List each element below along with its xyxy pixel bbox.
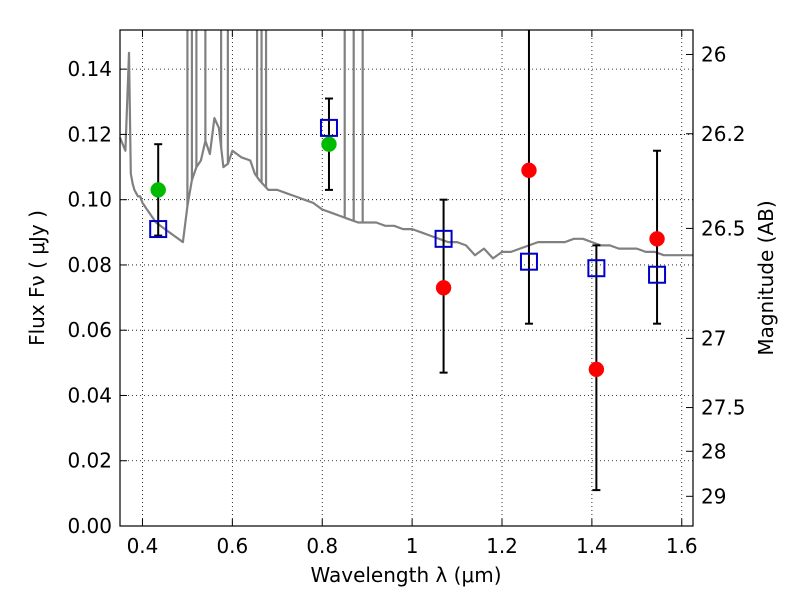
grid-lines — [120, 30, 693, 527]
model-spectrum — [118, 30, 693, 260]
y-tick-label: 0.08 — [67, 253, 112, 277]
x-tick-label: 1.2 — [486, 534, 518, 558]
plot-frame — [119, 29, 694, 527]
x-tick-label: 0.4 — [127, 534, 159, 558]
y2-tick-label: 27 — [701, 326, 726, 350]
y-tick-label: 0.14 — [67, 57, 112, 81]
model-photometry-square — [587, 259, 606, 278]
observed-flux-point-red — [435, 280, 452, 296]
model-photometry-square — [149, 220, 168, 239]
x-tick-label: 1.4 — [576, 534, 608, 558]
x-tick-label: 1.6 — [666, 534, 698, 558]
y-tick-label: 0.00 — [67, 514, 112, 538]
y2-tick-label: 26.2 — [701, 122, 746, 146]
observed-flux-point-green — [150, 182, 166, 198]
y-tick-label: 0.12 — [67, 122, 112, 146]
model-photometry-square — [648, 265, 667, 284]
x-tick-label: 0.6 — [216, 534, 248, 558]
y2-axis-ticks: 26 26.2 26.5 27 27.5 28 29 — [686, 42, 746, 508]
y-tick-label: 0.06 — [67, 318, 112, 342]
y-axis-label: Flux Fν ( μJy ) — [25, 210, 49, 346]
y2-tick-label: 26 — [701, 42, 726, 66]
y2-tick-label: 28 — [701, 439, 726, 463]
y2-tick-label: 29 — [701, 484, 726, 508]
x-axis-label: Wavelength λ (μm) — [310, 563, 501, 587]
observed-flux-point-red — [649, 231, 665, 247]
data-points — [149, 118, 667, 378]
y-tick-label: 0.04 — [67, 383, 112, 407]
y-axis-ticks: 0.00 0.02 0.04 0.06 0.08 0.10 0.12 0.14 — [67, 57, 127, 538]
spectrum-line — [118, 51, 693, 260]
y2-tick-label: 26.5 — [701, 216, 746, 240]
x-tick-label: 1 — [406, 534, 419, 558]
error-bars — [154, 30, 662, 492]
model-photometry-square — [434, 229, 453, 248]
observed-flux-point-red — [588, 361, 605, 378]
observed-flux-point-green — [321, 136, 337, 152]
y-tick-label: 0.10 — [67, 188, 112, 212]
y-tick-label: 0.02 — [67, 449, 112, 473]
observed-flux-point-red — [521, 162, 537, 179]
model-photometry-square — [319, 118, 338, 137]
x-tick-label: 0.8 — [306, 534, 338, 558]
y2-tick-label: 27.5 — [701, 396, 746, 420]
model-photometry-square — [519, 252, 538, 271]
y2-axis-label: Magnitude (AB) — [754, 200, 778, 355]
x-axis-ticks: 0.4 0.6 0.8 1 1.2 1.4 1.6 — [127, 30, 698, 558]
